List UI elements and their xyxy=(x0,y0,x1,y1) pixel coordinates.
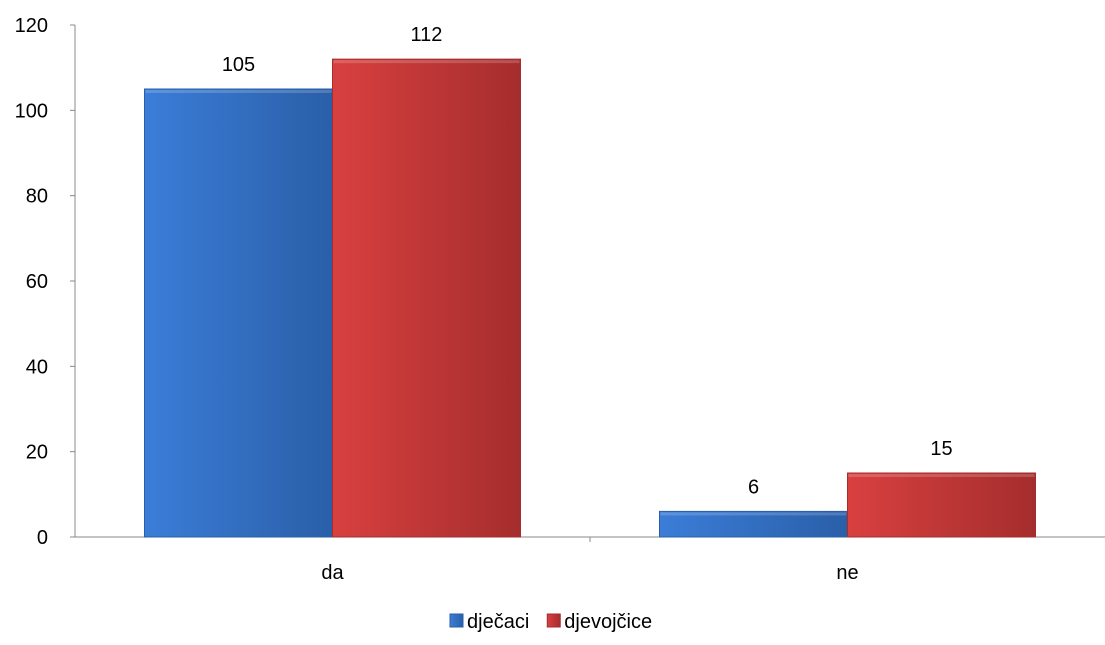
y-tick-label: 40 xyxy=(26,356,48,378)
x-category-label: da xyxy=(321,562,344,584)
data-label: 105 xyxy=(222,54,255,76)
bar-da-0 xyxy=(144,88,333,538)
legend-swatch xyxy=(546,613,561,628)
y-tick-label: 0 xyxy=(37,527,48,549)
data-label: 15 xyxy=(930,438,952,460)
y-tick-label: 20 xyxy=(26,442,48,464)
bar-highlight xyxy=(848,474,1035,477)
legend-label: djevojčice xyxy=(564,611,652,633)
bar-ne-1 xyxy=(847,472,1036,538)
y-tick-label: 60 xyxy=(26,271,48,293)
y-tick-label: 120 xyxy=(15,15,48,37)
bar-da-1 xyxy=(332,58,521,538)
x-category-label: ne xyxy=(836,562,858,584)
y-tick-label: 80 xyxy=(26,186,48,208)
bar-highlight xyxy=(145,90,332,93)
legend-swatch xyxy=(449,613,464,628)
y-tick-label: 100 xyxy=(15,100,48,122)
bar-highlight xyxy=(660,512,847,516)
data-label: 6 xyxy=(748,476,759,498)
legend-label: dječaci xyxy=(467,611,529,633)
data-label: 112 xyxy=(411,24,443,46)
bar-highlight xyxy=(333,60,520,64)
